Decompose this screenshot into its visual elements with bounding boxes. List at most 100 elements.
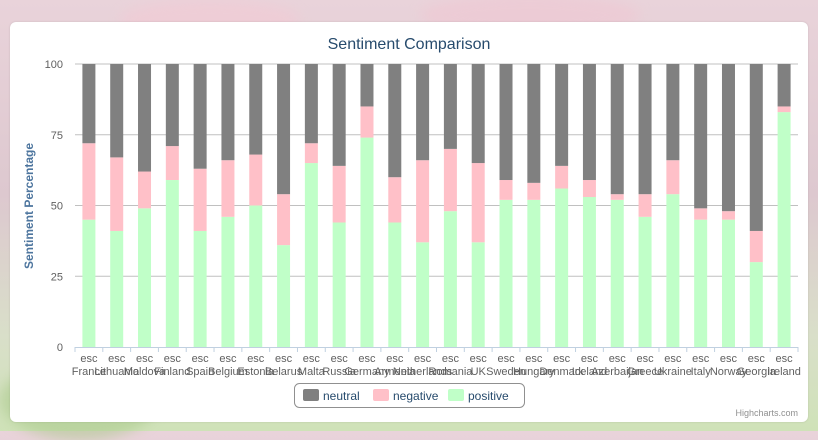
- bar-positive[interactable]: [555, 188, 569, 347]
- bar-negative[interactable]: [527, 182, 541, 200]
- bar-positive[interactable]: [443, 211, 457, 347]
- bar-neutral[interactable]: [471, 64, 485, 164]
- bar-positive[interactable]: [304, 163, 318, 347]
- x-tick-label: Estonia: [237, 366, 275, 378]
- x-tick-label: esc: [776, 353, 794, 365]
- x-tick-label: Armenia: [374, 366, 416, 378]
- legend-swatch-negative[interactable]: [373, 389, 389, 401]
- bar-negative[interactable]: [193, 168, 207, 231]
- bar-negative[interactable]: [721, 211, 735, 220]
- bar-negative[interactable]: [82, 143, 96, 220]
- bar-negative[interactable]: [471, 163, 485, 243]
- legend-swatch-neutral[interactable]: [303, 389, 319, 401]
- bar-negative[interactable]: [694, 208, 708, 220]
- bar-negative[interactable]: [416, 160, 430, 243]
- legend-label-negative[interactable]: negative: [393, 389, 439, 403]
- bar-positive[interactable]: [221, 216, 235, 347]
- bar-positive[interactable]: [416, 242, 430, 347]
- bar-neutral[interactable]: [221, 64, 235, 161]
- bar-neutral[interactable]: [610, 64, 624, 195]
- bar-neutral[interactable]: [443, 64, 457, 149]
- bar-neutral[interactable]: [666, 64, 680, 161]
- bar-positive[interactable]: [277, 245, 291, 347]
- credit-link[interactable]: Highcharts.com: [735, 408, 798, 418]
- bar-negative[interactable]: [165, 146, 179, 181]
- bar-positive[interactable]: [110, 230, 124, 347]
- x-tick-label: Lithuania: [94, 366, 140, 378]
- bar-neutral[interactable]: [499, 64, 513, 181]
- bar-neutral[interactable]: [694, 64, 708, 209]
- x-tick-label: France: [72, 366, 106, 378]
- bar-neutral[interactable]: [332, 64, 346, 166]
- bar-positive[interactable]: [499, 199, 513, 347]
- bar-positive[interactable]: [749, 262, 763, 347]
- bar-positive[interactable]: [388, 222, 402, 347]
- bar-negative[interactable]: [110, 157, 124, 231]
- bar-negative[interactable]: [443, 148, 457, 212]
- legend-label-positive[interactable]: positive: [468, 389, 509, 403]
- bar-positive[interactable]: [666, 194, 680, 347]
- bar-neutral[interactable]: [582, 64, 596, 181]
- bar-positive[interactable]: [193, 230, 207, 347]
- bar-neutral[interactable]: [527, 64, 541, 183]
- x-tick-label: esc: [442, 353, 460, 365]
- x-tick-label: esc: [192, 353, 210, 365]
- bar-positive[interactable]: [138, 208, 152, 347]
- bar-neutral[interactable]: [777, 64, 791, 107]
- bar-positive[interactable]: [694, 219, 708, 347]
- bar-neutral[interactable]: [555, 64, 569, 166]
- bar-negative[interactable]: [555, 165, 569, 189]
- bar-positive[interactable]: [165, 180, 179, 347]
- bar-negative[interactable]: [610, 194, 624, 200]
- bar-neutral[interactable]: [416, 64, 430, 161]
- bar-neutral[interactable]: [388, 64, 402, 178]
- bar-positive[interactable]: [332, 222, 346, 347]
- bar-positive[interactable]: [82, 219, 96, 347]
- bar-negative[interactable]: [749, 230, 763, 263]
- x-tick-label: esc: [414, 353, 432, 365]
- x-tick-label: esc: [247, 353, 265, 365]
- bar-neutral[interactable]: [193, 64, 207, 169]
- bar-neutral[interactable]: [277, 64, 291, 195]
- bar-positive[interactable]: [360, 137, 374, 347]
- bar-negative[interactable]: [304, 143, 318, 164]
- bar-negative[interactable]: [138, 171, 152, 209]
- x-tick-label: Italy: [691, 366, 712, 378]
- bar-positive[interactable]: [582, 197, 596, 347]
- bar-neutral[interactable]: [638, 64, 652, 195]
- bar-negative[interactable]: [360, 106, 374, 138]
- bar-negative[interactable]: [221, 160, 235, 217]
- bar-positive[interactable]: [721, 219, 735, 347]
- bar-negative[interactable]: [499, 180, 513, 200]
- legend-label-neutral[interactable]: neutral: [323, 389, 360, 403]
- x-tick-label: esc: [358, 353, 376, 365]
- x-tick-label: esc: [108, 353, 126, 365]
- bar-neutral[interactable]: [304, 64, 318, 144]
- bar-neutral[interactable]: [138, 64, 152, 172]
- bar-positive[interactable]: [249, 205, 263, 348]
- bar-neutral[interactable]: [82, 64, 96, 144]
- x-tick-label: Belgium: [208, 366, 248, 378]
- x-tick-label: esc: [525, 353, 543, 365]
- bar-positive[interactable]: [471, 242, 485, 347]
- bar-negative[interactable]: [249, 154, 263, 206]
- bar-negative[interactable]: [388, 177, 402, 223]
- bar-neutral[interactable]: [110, 64, 124, 158]
- bar-positive[interactable]: [610, 199, 624, 347]
- bar-negative[interactable]: [582, 180, 596, 198]
- bar-neutral[interactable]: [749, 64, 763, 231]
- bar-negative[interactable]: [277, 194, 291, 246]
- bar-positive[interactable]: [638, 216, 652, 347]
- bar-neutral[interactable]: [249, 64, 263, 155]
- bar-neutral[interactable]: [360, 64, 374, 107]
- legend-swatch-positive[interactable]: [448, 389, 464, 401]
- bar-positive[interactable]: [777, 112, 791, 347]
- bar-negative[interactable]: [638, 194, 652, 217]
- bar-positive[interactable]: [527, 199, 541, 347]
- bar-neutral[interactable]: [165, 64, 179, 147]
- bar-negative[interactable]: [332, 165, 346, 223]
- bar-negative[interactable]: [777, 106, 791, 113]
- bar-negative[interactable]: [666, 160, 680, 195]
- bar-neutral[interactable]: [721, 64, 735, 212]
- x-tick-label: Romania: [428, 366, 473, 378]
